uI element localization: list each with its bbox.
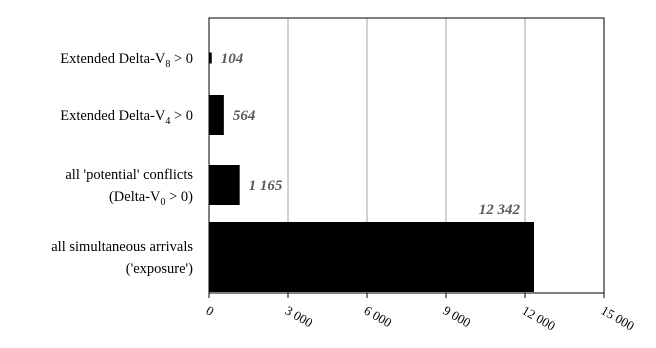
plot-frame [208,17,605,294]
data-label-ext-v4: 564 [233,108,256,124]
bar-ext-v8 [209,52,212,64]
plot-area: 0 3 000 6 000 9 000 12 000 15 000 104 Extended … [51,17,637,334]
category-label-potential: all 'potential' conflicts [65,167,193,183]
data-label-ext-v8: 104 [221,51,244,67]
bar-potential [209,165,240,205]
category-label-ext-v4: Extended Delta-V4 > 0 [60,108,193,127]
tick-label: 6 000 [362,303,395,331]
category-label-potential: (Delta-V0 > 0) [109,189,193,208]
tick-label: 3 000 [283,303,316,331]
tick-label: 9 000 [441,303,474,331]
bar-exposure [209,222,535,292]
bar-ext-v4 [209,95,224,135]
data-label-exposure: 12 342 [479,202,521,218]
category-label-exposure: all simultaneous arrivals [51,239,193,255]
category-label-exposure: ('exposure') [126,261,193,277]
data-label-potential: 1 165 [249,178,283,194]
tick-label: 12 000 [520,303,558,334]
category-label-ext-v8: Extended Delta-V8 > 0 [60,51,193,70]
tick-label: 15 000 [599,303,637,334]
tick-label: 0 [204,303,217,319]
